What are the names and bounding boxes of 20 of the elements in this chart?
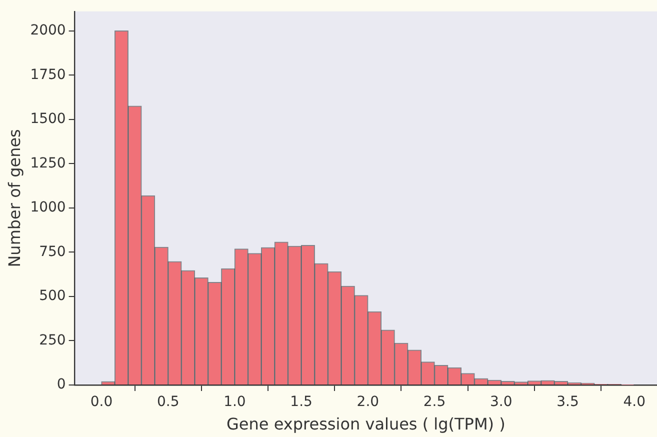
x-tick-label: 0.0	[90, 394, 113, 410]
x-tick-label: 4.0	[623, 394, 646, 410]
y-tick-label: 0	[56, 376, 66, 393]
y-tick-label: 1000	[30, 200, 66, 216]
x-tick-label: 2.0	[356, 394, 380, 410]
x-tick-label: 1.5	[290, 394, 312, 410]
y-tick-label: 1750	[30, 66, 66, 83]
x-tick-label: 0.5	[156, 394, 180, 410]
y-tick-label: 500	[39, 288, 66, 304]
y-tick-label: 1500	[30, 111, 66, 128]
y-axis-title: Number of genes	[4, 129, 24, 268]
y-tick-label: 1250	[30, 155, 66, 172]
y-tick-label: 250	[39, 332, 66, 348]
x-tick-label: 3.0	[490, 394, 512, 410]
x-axis-title: Gene expression values ( lg(TPM) )	[226, 414, 506, 434]
x-tick-label: 1.0	[224, 394, 246, 410]
y-tick-label: 2000	[30, 22, 66, 39]
x-tick-label: 3.5	[556, 394, 579, 410]
y-tick-label: 750	[39, 244, 66, 260]
x-tick-label: 2.5	[423, 394, 446, 410]
